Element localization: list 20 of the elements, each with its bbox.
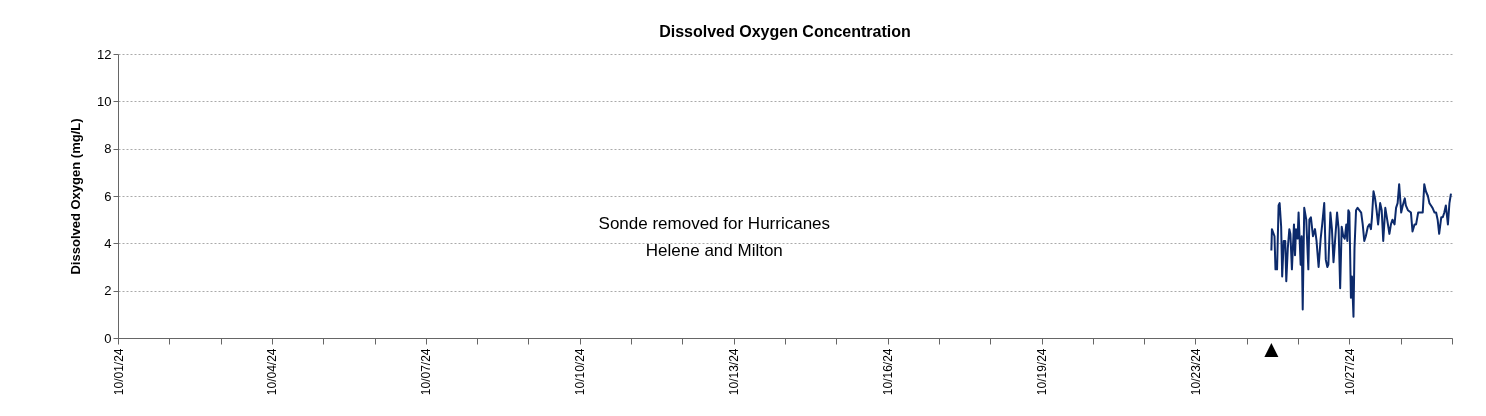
chart-title: Dissolved Oxygen Concentration: [659, 23, 911, 40]
y-axis-title: Dissolved Oxygen (mg/L): [68, 118, 84, 275]
x-tick-label: 10/10/24: [573, 348, 588, 396]
x-tick-label: 10/27/24: [1342, 348, 1357, 396]
x-tick-label: 10/01/24: [111, 348, 126, 396]
y-tick-label: 10: [97, 93, 112, 109]
y-tick-label: 4: [104, 235, 112, 251]
annotation: ▲: [1259, 335, 1284, 362]
x-tick-label: 10/07/24: [419, 348, 434, 396]
y-tick-label: 0: [104, 330, 112, 346]
annotation: Sonde removed for Hurricanes Helene and Milton: [598, 214, 831, 261]
y-tick-label: 6: [104, 188, 112, 204]
x-tick-label: 10/19/24: [1035, 348, 1050, 396]
x-tick-label: 10/23/24: [1188, 348, 1203, 396]
x-tick-label: 10/16/24: [881, 348, 896, 396]
y-tick-label: 8: [104, 141, 112, 157]
y-tick-label: 12: [97, 46, 112, 62]
x-tick-label: 10/04/24: [265, 348, 280, 396]
x-tick-label: 10/13/24: [727, 348, 742, 396]
y-tick-label: 2: [104, 283, 112, 299]
